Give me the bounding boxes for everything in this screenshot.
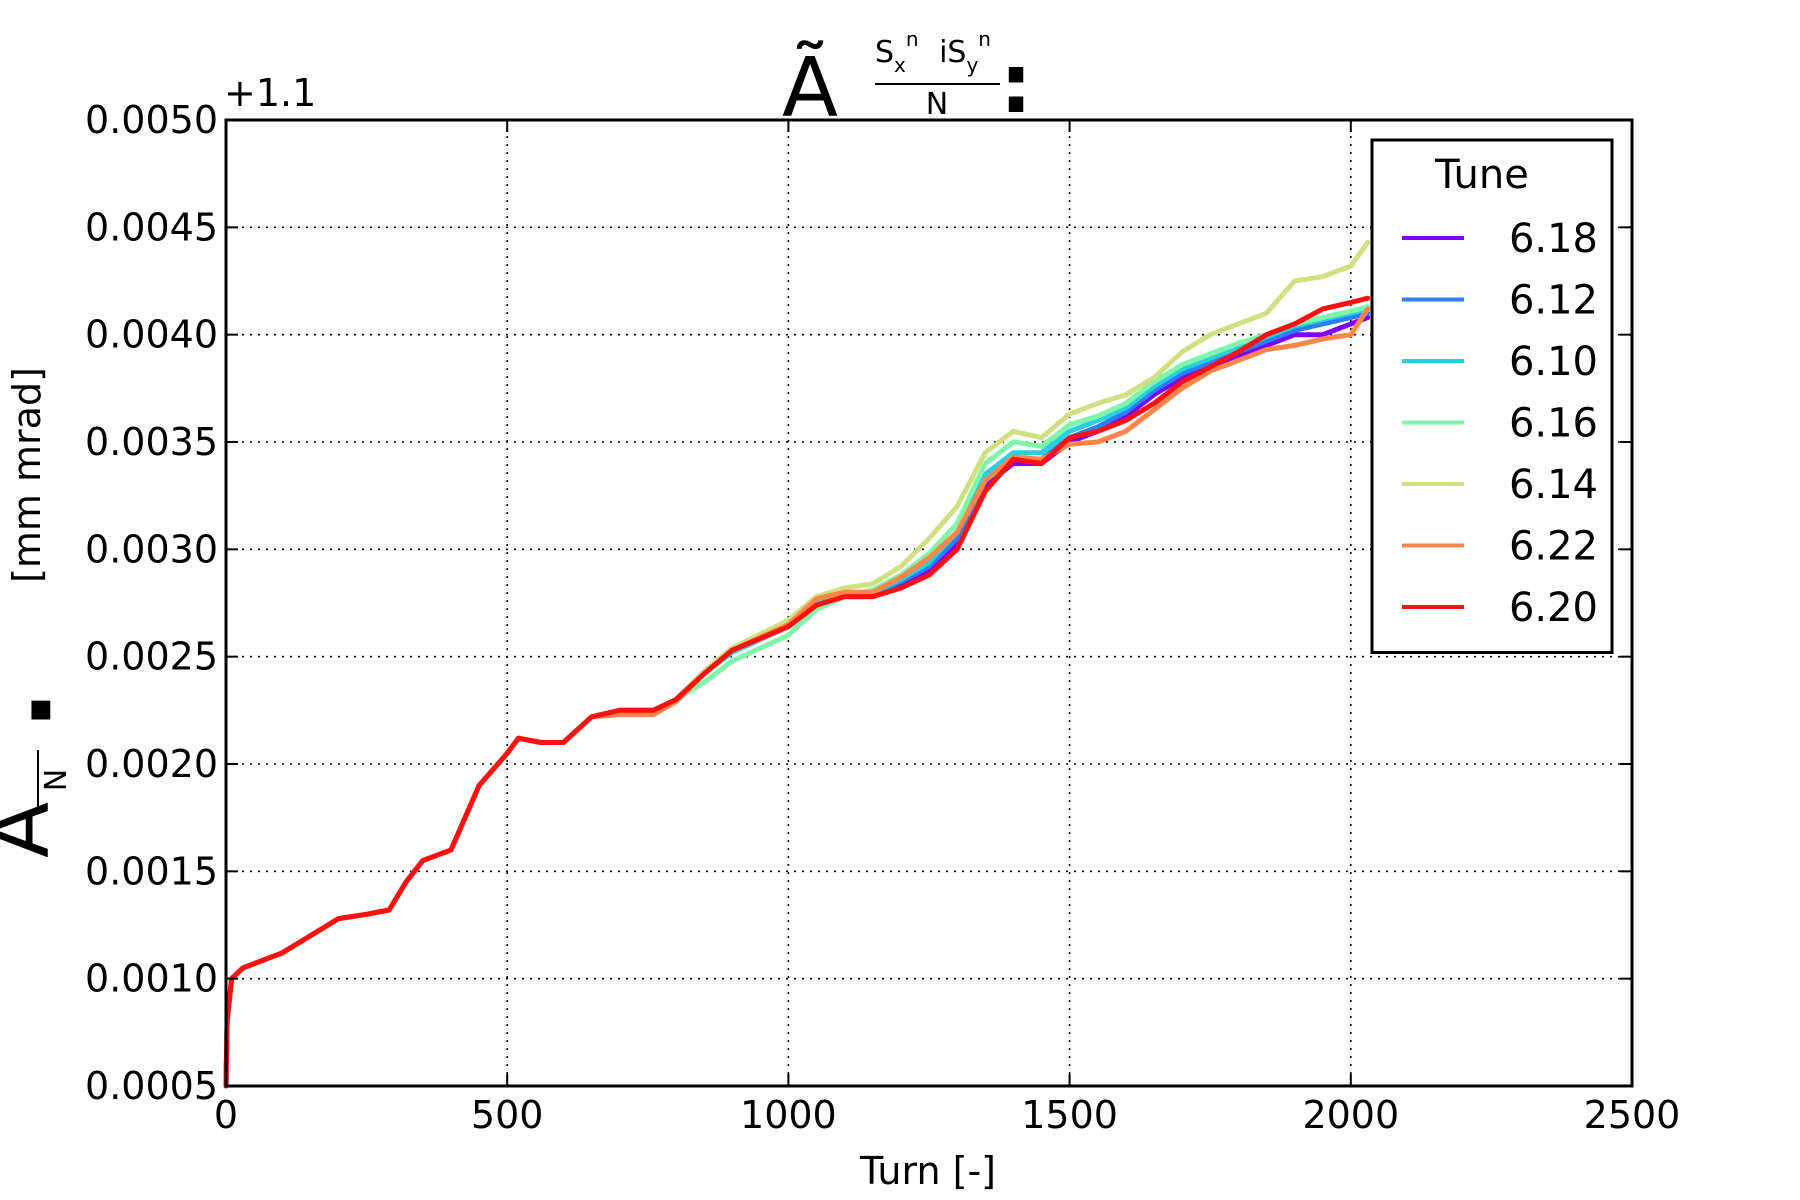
title-num-1-text: S xyxy=(875,35,894,70)
y-tick-label-6: 0.0035 xyxy=(85,420,218,464)
legend-box xyxy=(1370,138,1614,654)
title-symbol: Ã xyxy=(782,41,838,136)
series-line-6.20 xyxy=(223,295,1371,1089)
legend-label-6.16: 6.16 xyxy=(1509,401,1598,447)
legend-title: Tune xyxy=(1434,152,1529,198)
series-line-6.12 xyxy=(223,310,1371,1089)
y-axis-label: Ã N ▪ [mm mrad] xyxy=(0,367,74,858)
x-axis-label: Turn [-] xyxy=(859,1149,996,1193)
ylabel-denominator: N xyxy=(39,769,74,791)
legend: Tune 6.18 6.12 6.10 6.16 6.14 6.22 6.20 xyxy=(1370,138,1614,654)
title-denominator: N xyxy=(926,87,948,122)
series-lines xyxy=(223,239,1371,1089)
series-line-6.16 xyxy=(223,304,1371,1089)
series-line-6.10 xyxy=(223,306,1371,1089)
title-numerator-part-2: iSyn xyxy=(920,27,991,77)
x-tick-label-0: 0 xyxy=(214,1093,238,1137)
series-line-6.18 xyxy=(223,315,1371,1089)
y-tick-label-4: 0.0025 xyxy=(85,635,218,679)
legend-label-6.14: 6.14 xyxy=(1509,462,1598,508)
grid-lines xyxy=(226,120,1632,1086)
y-tick-label-5: 0.0030 xyxy=(85,527,218,571)
legend-label-6.20: 6.20 xyxy=(1509,585,1598,631)
ylabel-colon: ▪ xyxy=(28,685,54,729)
title-num-2-sub: y xyxy=(966,53,978,77)
ylabel-symbol: Ã xyxy=(0,802,68,858)
legend-label-6.18: 6.18 xyxy=(1509,216,1598,262)
title-suffix: : xyxy=(1000,37,1033,132)
title-num-1-sup: n xyxy=(906,27,919,51)
x-tick-label-3: 1500 xyxy=(1021,1093,1118,1137)
axis-ticks xyxy=(225,119,1633,1087)
title-num-2-text: iS xyxy=(920,35,966,70)
chart-title: Ã Sxn iSyn N : xyxy=(782,27,1032,136)
y-tick-label-0: 0.0005 xyxy=(85,1064,218,1108)
y-offset-label: +1.1 xyxy=(224,71,316,115)
legend-items: 6.18 6.12 6.10 6.16 6.14 6.22 6.20 xyxy=(1402,216,1598,631)
title-num-2-sup: n xyxy=(978,27,991,51)
y-tick-label-9: 0.0050 xyxy=(85,98,218,142)
y-tick-label-1: 0.0010 xyxy=(85,957,218,1001)
y-tick-label-8: 0.0045 xyxy=(85,205,218,249)
ylabel-units: [mm mrad] xyxy=(5,367,49,583)
title-num-1-sub: x xyxy=(894,53,906,77)
title-numerator-part-1: Sxn xyxy=(875,27,919,77)
y-tick-label-7: 0.0040 xyxy=(85,313,218,357)
x-tick-label-2: 1000 xyxy=(740,1093,837,1137)
y-tick-label-3: 0.0020 xyxy=(85,742,218,786)
x-tick-label-1: 500 xyxy=(471,1093,544,1137)
legend-label-6.10: 6.10 xyxy=(1509,339,1598,385)
legend-label-6.12: 6.12 xyxy=(1509,278,1598,324)
x-tick-label-4: 2000 xyxy=(1302,1093,1399,1137)
x-tick-label-5: 2500 xyxy=(1584,1093,1681,1137)
y-tick-label-2: 0.0015 xyxy=(85,849,218,893)
tick-labels: 0 500 1000 1500 2000 2500 0.0005 0.0010 0.0015 0.… xyxy=(85,98,1680,1137)
plot-frame xyxy=(224,118,1634,1088)
series-line-6.22 xyxy=(223,306,1371,1089)
legend-label-6.22: 6.22 xyxy=(1509,524,1598,570)
